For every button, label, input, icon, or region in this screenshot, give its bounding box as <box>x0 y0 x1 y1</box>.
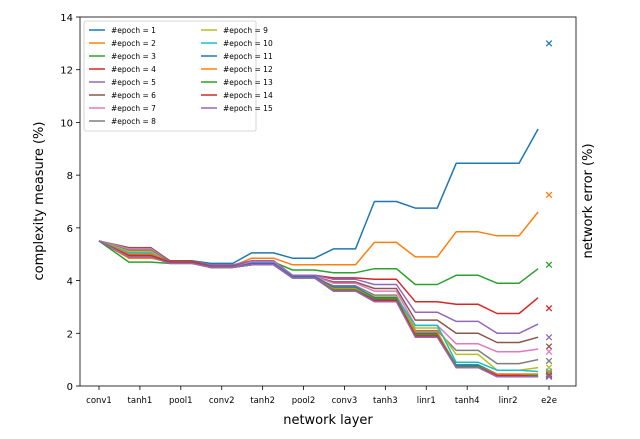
e2e-marker-epoch-8 <box>545 357 553 365</box>
legend-item-epoch-9: #epoch = 9 <box>201 26 268 35</box>
legend-item-epoch-2: #epoch = 2 <box>89 39 156 48</box>
x-tick-label-tanh1: tanh1 <box>128 396 153 406</box>
e2e-marker-epoch-15 <box>545 373 553 381</box>
legend-item-epoch-1: #epoch = 1 <box>89 26 156 35</box>
e2e-marker-epoch-11 <box>545 370 553 378</box>
legend-item-epoch-5: #epoch = 5 <box>89 78 156 87</box>
x-axis-ticks: conv1 tanh1 pool1 conv2 tanh2 pool2 conv3 tanh3… <box>86 386 557 406</box>
legend-label: #epoch = 3 <box>111 52 156 61</box>
x-tick-label-e2e: e2e <box>541 396 557 406</box>
legend-label: #epoch = 11 <box>223 52 273 61</box>
legend-label: #epoch = 10 <box>223 39 273 48</box>
e2e-marker-epoch-1 <box>545 40 553 47</box>
legend-label: #epoch = 15 <box>223 104 273 113</box>
legend-label: #epoch = 5 <box>111 78 156 87</box>
e2e-marker-epoch-4 <box>545 304 553 312</box>
legend-item-epoch-6: #epoch = 6 <box>89 91 156 100</box>
series-line-epoch-15 <box>98 240 539 378</box>
x-tick-label-tanh3: tanh3 <box>373 396 398 406</box>
x-tick-label-conv1: conv1 <box>86 396 112 406</box>
legend-label: #epoch = 13 <box>223 78 273 87</box>
y-axis-right-title: network error (%) <box>581 143 596 258</box>
x-tick-label-pool1: pool1 <box>169 396 193 406</box>
legend-label: #epoch = 4 <box>111 65 156 74</box>
legend-item-epoch-11: #epoch = 11 <box>201 52 273 61</box>
series-lines <box>98 128 539 378</box>
legend-label: #epoch = 12 <box>223 65 273 74</box>
legend-item-epoch-12: #epoch = 12 <box>201 65 273 74</box>
legend-label: #epoch = 9 <box>223 26 268 35</box>
e2e-markers <box>545 40 553 381</box>
legend-label: #epoch = 7 <box>111 104 156 113</box>
e2e-marker-epoch-6 <box>545 343 553 350</box>
e2e-marker-epoch-3 <box>545 261 553 269</box>
y-tick-label: 8 <box>67 171 73 182</box>
legend-item-epoch-3: #epoch = 3 <box>89 52 156 61</box>
legend-label: #epoch = 6 <box>111 91 156 100</box>
y-axis-title: complexity measure (%) <box>32 122 47 281</box>
legend-item-epoch-15: #epoch = 15 <box>201 104 273 113</box>
x-tick-label-tanh4: tanh4 <box>455 396 480 406</box>
y-tick-label: 4 <box>67 277 73 288</box>
legend-label: #epoch = 14 <box>223 91 273 100</box>
y-tick-label: 12 <box>60 66 73 77</box>
x-tick-label-tanh2: tanh2 <box>250 396 275 406</box>
x-tick-label-pool2: pool2 <box>292 396 316 406</box>
x-axis-title: network layer <box>283 413 373 428</box>
y-tick-label: 0 <box>67 382 73 393</box>
plot-frame <box>79 16 577 387</box>
e2e-marker-epoch-7 <box>545 348 553 355</box>
legend-box <box>83 20 257 132</box>
legend: #epoch = 1 #epoch = 2 #epoch = 3 #epoch = 4… <box>83 20 273 132</box>
y-axis-ticks: 0 2 4 6 8 10 12 14 <box>60 13 80 393</box>
y-tick-label: 6 <box>67 224 73 235</box>
x-tick-label-linr2: linr2 <box>499 396 518 406</box>
e2e-marker-epoch-2 <box>545 191 553 199</box>
x-tick-label-conv3: conv3 <box>332 396 358 406</box>
legend-item-epoch-7: #epoch = 7 <box>89 104 156 113</box>
x-tick-label-conv2: conv2 <box>209 396 235 406</box>
e2e-marker-epoch-5 <box>545 333 553 341</box>
legend-item-epoch-14: #epoch = 14 <box>201 91 273 100</box>
legend-item-epoch-4: #epoch = 4 <box>89 65 156 74</box>
legend-item-epoch-8: #epoch = 8 <box>89 117 156 126</box>
legend-item-epoch-13: #epoch = 13 <box>201 78 273 87</box>
legend-label: #epoch = 1 <box>111 26 156 35</box>
legend-item-epoch-10: #epoch = 10 <box>201 39 273 48</box>
y-tick-label: 10 <box>60 118 73 129</box>
legend-label: #epoch = 8 <box>111 117 156 126</box>
legend-label: #epoch = 2 <box>111 39 156 48</box>
x-tick-label-linr1: linr1 <box>417 396 436 406</box>
y-tick-label: 2 <box>67 329 73 340</box>
y-tick-label: 14 <box>60 13 73 24</box>
